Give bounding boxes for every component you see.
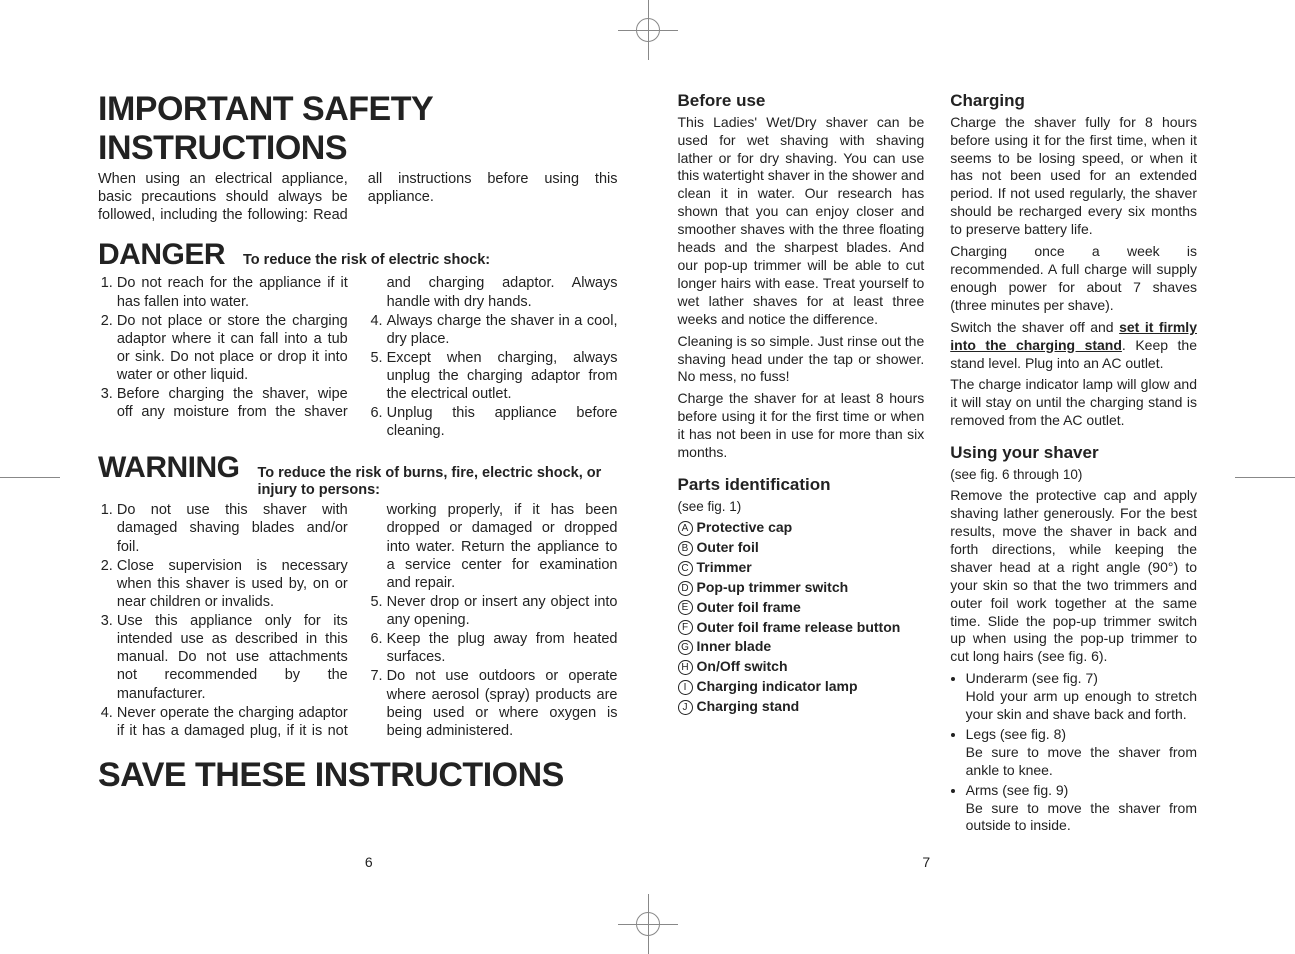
- danger-item: Unplug this appliance before cleaning.: [387, 404, 618, 440]
- danger-item: Do not place or store the charging adapt…: [117, 312, 348, 385]
- part-label: Pop-up trimmer switch: [697, 579, 849, 595]
- before-use-p2: Cleaning is so simple. Just rinse out th…: [678, 333, 925, 387]
- part-label: Outer foil: [697, 539, 759, 555]
- danger-item: Do not reach for the appliance if it has…: [117, 274, 348, 310]
- registration-mark-right: [1235, 447, 1295, 507]
- part-item: B Outer foil: [678, 539, 925, 557]
- right-col-1: Before use This Ladies' Wet/Dry shaver c…: [678, 90, 925, 864]
- save-instructions-heading: SAVE THESE INSTRUCTIONS: [98, 756, 618, 795]
- page-number-left: 6: [365, 854, 373, 870]
- page-left: IMPORTANT SAFETY INSTRUCTIONS When using…: [90, 90, 648, 864]
- page-right: Before use This Ladies' Wet/Dry shaver c…: [648, 90, 1206, 864]
- part-item: I Charging indicator lamp: [678, 678, 925, 696]
- part-letter: I: [678, 680, 693, 695]
- part-letter: A: [678, 521, 693, 536]
- using-heading: Using your shaver: [950, 442, 1197, 464]
- warning-heading-row: WARNING To reduce the risk of burns, fir…: [98, 451, 618, 500]
- before-use-p3: Charge the shaver for at least 8 hours b…: [678, 390, 925, 462]
- part-label: Trimmer: [697, 559, 752, 575]
- part-label: Inner blade: [697, 638, 772, 654]
- danger-list: Do not reach for the appliance if it has…: [98, 274, 618, 440]
- using-tips: Underarm (see fig. 7) Hold your arm up en…: [950, 670, 1197, 835]
- part-item: G Inner blade: [678, 638, 925, 656]
- danger-heading: DANGER: [98, 238, 225, 272]
- part-letter: H: [678, 660, 693, 675]
- warning-item: Keep the plug away from heated surfaces.: [387, 630, 618, 666]
- part-label: Outer foil frame: [697, 599, 801, 615]
- registration-mark-bottom: [618, 894, 678, 954]
- part-label: Charging stand: [697, 698, 800, 714]
- charging-p4: The charge indicator lamp will glow and …: [950, 376, 1197, 430]
- page-number-right: 7: [922, 854, 930, 870]
- tip-title: Arms (see fig. 9): [966, 782, 1069, 798]
- danger-columns: Do not reach for the appliance if it has…: [98, 274, 618, 440]
- charging-p2: Charging once a week is recommended. A f…: [950, 243, 1197, 315]
- charging-p3: Switch the shaver off and set it firmly …: [950, 319, 1197, 373]
- warning-item: Use this appliance only for its intended…: [117, 612, 348, 703]
- tip-sub: Hold your arm up enough to stretch your …: [966, 688, 1197, 724]
- warning-item: Do not use outdoors or operate where aer…: [387, 667, 618, 740]
- part-letter: E: [678, 600, 693, 615]
- part-letter: F: [678, 620, 693, 635]
- warning-list: Do not use this shaver with damaged shav…: [98, 501, 618, 740]
- part-letter: J: [678, 700, 693, 715]
- danger-item: Except when charging, always unplug the …: [387, 349, 618, 403]
- warning-item: Do not use this shaver with damaged shav…: [117, 501, 348, 555]
- parts-list: A Protective cap B Outer foil C Trimmer D Po…: [678, 519, 925, 716]
- parts-heading: Parts identification: [678, 474, 925, 496]
- safety-intro: When using an electrical appliance, basi…: [98, 170, 618, 224]
- danger-item: Always charge the shaver in a cool, dry …: [387, 312, 618, 348]
- warning-columns: Do not use this shaver with damaged shav…: [98, 501, 618, 740]
- part-label: Charging indicator lamp: [697, 678, 858, 694]
- tip-sub: Be sure to move the shaver from outside …: [966, 800, 1197, 836]
- part-item: H On/Off switch: [678, 658, 925, 676]
- part-letter: D: [678, 581, 693, 596]
- page-spread: IMPORTANT SAFETY INSTRUCTIONS When using…: [90, 90, 1205, 864]
- part-letter: B: [678, 541, 693, 556]
- warning-subheading: To reduce the risk of burns, fire, elect…: [258, 465, 618, 500]
- tip-sub: Be sure to move the shaver from ankle to…: [966, 744, 1197, 780]
- part-letter: C: [678, 561, 693, 576]
- tip-item: Arms (see fig. 9) Be sure to move the sha…: [966, 782, 1197, 836]
- part-label: Protective cap: [697, 519, 793, 535]
- part-item: F Outer foil frame release button: [678, 619, 925, 637]
- danger-heading-row: DANGER To reduce the risk of electric sh…: [98, 238, 618, 272]
- using-p1: Remove the protective cap and apply shav…: [950, 487, 1197, 666]
- danger-subheading: To reduce the risk of electric shock:: [243, 252, 617, 269]
- before-use-heading: Before use: [678, 90, 925, 112]
- part-item: J Charging stand: [678, 698, 925, 716]
- charging-p1: Charge the shaver fully for 8 hours befo…: [950, 114, 1197, 239]
- part-item: A Protective cap: [678, 519, 925, 537]
- using-fig-ref: (see fig. 6 through 10): [950, 466, 1197, 483]
- part-item: D Pop-up trimmer switch: [678, 579, 925, 597]
- tip-item: Legs (see fig. 8) Be sure to move the sha…: [966, 726, 1197, 780]
- tip-title: Underarm (see fig. 7): [966, 670, 1098, 686]
- part-label: Outer foil frame release button: [697, 619, 901, 635]
- registration-mark-left: [0, 447, 60, 507]
- registration-mark-top: [618, 0, 678, 60]
- right-col-2: Charging Charge the shaver fully for 8 h…: [950, 90, 1197, 864]
- tip-title: Legs (see fig. 8): [966, 726, 1066, 742]
- part-label: On/Off switch: [697, 658, 788, 674]
- manual-spread: IMPORTANT SAFETY INSTRUCTIONS When using…: [0, 0, 1295, 954]
- tip-item: Underarm (see fig. 7) Hold your arm up en…: [966, 670, 1197, 724]
- part-letter: G: [678, 640, 693, 655]
- safety-title: IMPORTANT SAFETY INSTRUCTIONS: [98, 90, 618, 168]
- right-columns: Before use This Ladies' Wet/Dry shaver c…: [678, 90, 1198, 864]
- parts-fig-ref: (see fig. 1): [678, 498, 925, 515]
- before-use-p1: This Ladies' Wet/Dry shaver can be used …: [678, 114, 925, 329]
- charging-heading: Charging: [950, 90, 1197, 112]
- part-item: E Outer foil frame: [678, 599, 925, 617]
- warning-item: Close supervision is necessary when this…: [117, 557, 348, 611]
- warning-item: Never drop or insert any object into any…: [387, 593, 618, 629]
- warning-heading: WARNING: [98, 451, 240, 485]
- part-item: C Trimmer: [678, 559, 925, 577]
